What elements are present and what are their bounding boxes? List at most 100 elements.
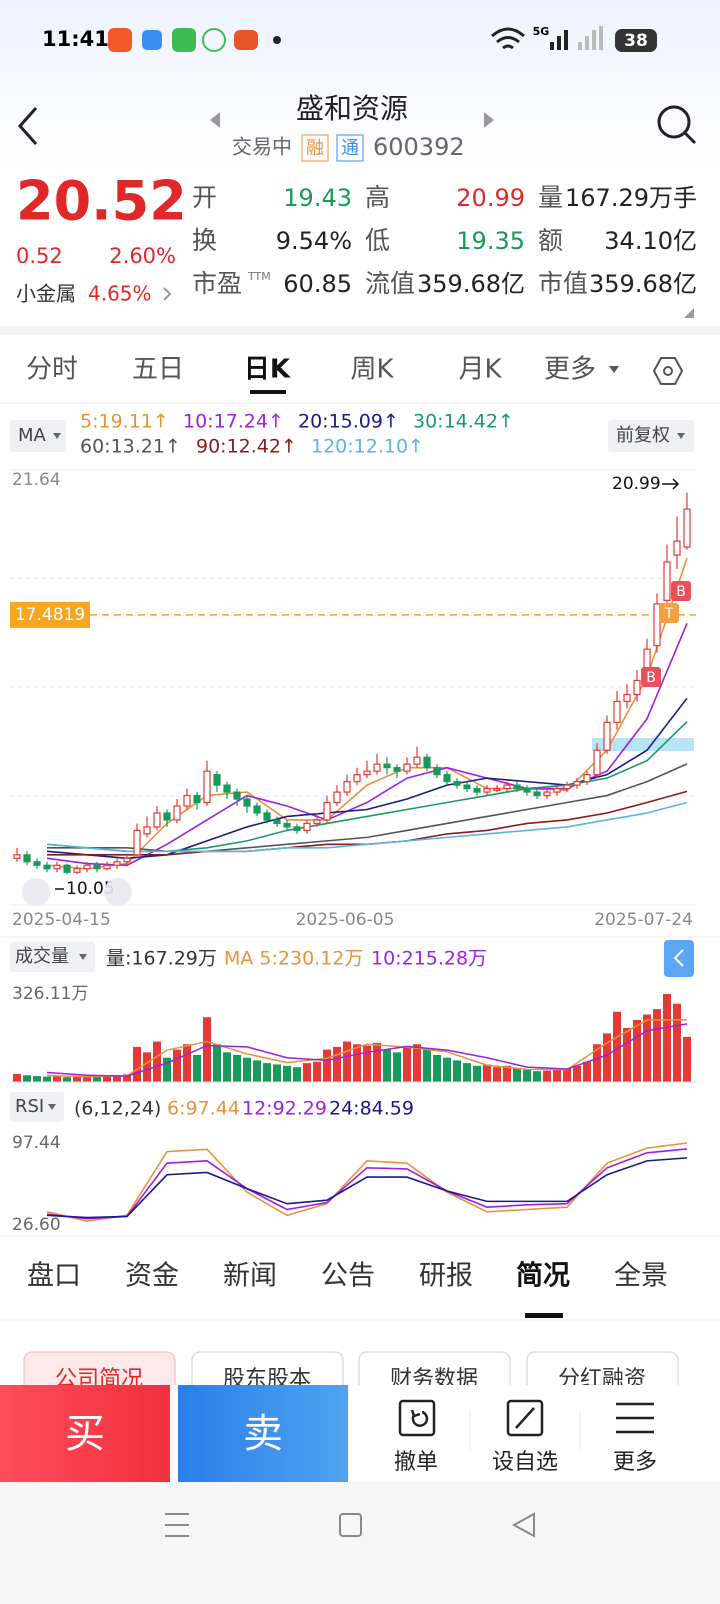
info-tab[interactable]: 研报 [419,1261,473,1292]
period-tab[interactable]: 分时 [26,355,78,385]
back-button[interactable] [17,107,38,145]
collapse-tab[interactable] [664,940,694,977]
nav-bar [0,1482,720,1604]
arrow [662,478,680,490]
badge: 通 [341,138,359,159]
volume-bar [213,1044,221,1082]
status-time: 11:41 [42,27,109,51]
volume-bar [163,1057,171,1082]
ma-legend: 5:19.11↑ [80,411,169,433]
trade-marker [641,667,661,687]
tool-label[interactable]: 更多 [613,1450,657,1475]
header-bg [0,0,720,170]
stock-name: 盛和资源 [296,92,408,125]
volume-bar [623,1028,631,1082]
volume-bar [423,1049,431,1082]
buy-button[interactable] [0,1385,170,1482]
period-tab[interactable]: 周K [350,355,394,385]
volume-bar [593,1044,601,1082]
field-sup: TTM [247,270,271,283]
scroll-button[interactable] [22,878,50,906]
period-tab[interactable]: 日K [244,355,291,385]
rsi-legend: 6:97.44 [167,1098,240,1120]
candle-body [193,794,201,804]
rsi-box[interactable] [10,1092,64,1122]
nav-icons[interactable] [165,1512,535,1538]
zoom-button[interactable] [104,878,132,906]
candle-body [633,679,641,696]
tab-underline [250,390,286,394]
period-tab[interactable]: 更多 [544,355,596,385]
buy-label: 买 [65,1411,105,1457]
trade-status: 交易中 [232,135,292,159]
expand[interactable] [684,308,694,318]
period-tab[interactable]: 月K [458,355,502,385]
sector: 小金属 [16,282,76,306]
volume-bar [203,1017,211,1082]
candle-body [333,791,341,804]
field-value: 19.43 [283,184,352,212]
volume-bar [143,1052,151,1082]
volume-bar [493,1067,501,1082]
tool-label[interactable]: 设自选 [492,1450,558,1475]
info-tab[interactable]: 全景 [614,1261,668,1292]
chevron [673,949,684,967]
volume-bar [303,1063,311,1082]
info-tab[interactable]: 公告 [321,1261,375,1292]
candle-body [493,787,501,791]
volume-bar [43,1076,51,1082]
candle-body [513,784,521,790]
volume-bar [73,1076,81,1082]
low-label: 10.05 [66,879,115,899]
sell-button[interactable] [178,1385,348,1482]
search-button[interactable] [657,105,697,145]
volume-bar [523,1069,531,1082]
y-tick-label: 26.60 [12,1215,61,1235]
volume-bar [323,1049,331,1082]
adjust-box[interactable] [608,420,694,452]
field-value: 60.85 [283,270,352,298]
dropdown [677,433,685,439]
dropdown [79,954,87,960]
volume-ma-line [46,1019,688,1078]
info-tab[interactable]: 简况 [516,1260,570,1292]
volume-bar [483,1064,491,1082]
volume-bar [503,1065,511,1082]
field-value: 34.10亿 [604,227,697,255]
info-tab[interactable]: 盘口 [27,1261,81,1292]
candle-body [213,774,221,786]
candle-body [453,781,461,786]
indicator-box[interactable] [10,420,66,452]
ma-legend: 30:14.42↑ [413,411,514,433]
volume-box[interactable] [10,942,95,972]
period-tab[interactable]: 五日 [132,355,184,385]
volume-bar [13,1073,21,1082]
volume-bar [513,1068,521,1082]
badge-box [336,134,364,162]
volume-bar [383,1049,391,1082]
volume-bar [83,1076,91,1082]
volume-ma-legend: MA 5:230.12万 [224,948,363,970]
candle-body [303,822,311,832]
volume-bar [113,1075,121,1082]
candle-body [343,781,351,793]
candle-body [653,603,661,647]
settings-icon[interactable] [652,357,684,385]
candle-body [363,770,371,776]
candle-body [103,864,111,870]
y-tick-label: 21.64 [12,470,61,490]
candle-body [433,767,441,776]
candle-body [503,784,511,790]
volume-bar [573,1065,581,1082]
info-tab[interactable]: 资金 [125,1261,179,1292]
candle-body [243,798,251,807]
candle-body [63,864,71,873]
info-tab[interactable]: 新闻 [223,1261,277,1292]
dropdown [53,433,61,439]
candle-body [683,508,691,548]
candle-body [533,791,541,797]
volume-bar [603,1033,611,1082]
volume-bar [193,1055,201,1082]
tool-label[interactable]: 撤单 [394,1450,438,1475]
